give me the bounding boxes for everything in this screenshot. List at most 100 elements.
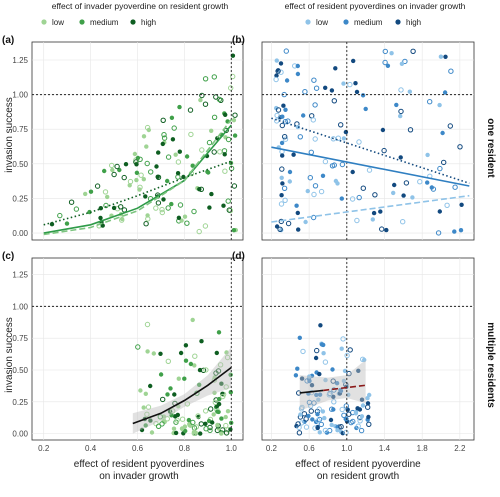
data-point [282,136,289,142]
data-point [394,102,399,108]
y-tick-label: 1.25 [12,271,28,280]
data-point [49,222,55,227]
data-point [165,392,170,397]
data-point [184,154,190,159]
data-point [331,394,336,399]
data-point [370,217,375,222]
data-point [341,81,346,86]
data-point [315,412,320,417]
data-point [305,188,310,194]
data-point [279,122,285,129]
data-point [342,368,348,374]
data-point [198,97,203,103]
data-point [184,401,191,407]
panel-b: (b) [232,35,475,241]
data-point [295,63,300,69]
data-point [159,209,166,216]
data-point [231,118,237,123]
data-point [138,172,144,178]
fit-line-solid [132,366,232,425]
data-point [232,112,238,118]
data-point [216,96,223,103]
data-point [318,421,324,428]
data-point [230,73,236,80]
data-point [230,53,236,58]
data-point [458,228,464,233]
data-point [197,367,203,373]
y-tick-label: 0.25 [12,194,28,203]
panel-frame [261,257,475,441]
data-point [57,212,63,219]
data-point [323,377,328,383]
data-point [359,414,365,419]
legend-dot-medium [79,19,85,25]
panels: (a) 0.00 0.25 0.50 0.75 1.00 1.25 (b) (c) 0.00 0.2… [2,35,475,453]
data-point [165,205,171,211]
data-point [148,418,153,423]
data-point [188,131,194,138]
data-point [98,206,104,211]
legend-invader: effect of invader pyoverdine on resident… [41,1,229,27]
data-point [295,421,301,427]
data-point [344,352,350,359]
data-point [389,51,394,56]
data-point [366,421,372,427]
data-point [192,363,197,368]
data-point [447,123,453,129]
data-point [279,140,285,146]
data-point [143,221,149,227]
data-point [347,81,353,88]
data-point [294,423,299,429]
y-tick-label: 1.25 [12,56,28,65]
data-point [195,413,201,419]
data-point [280,153,285,158]
data-point [165,358,172,364]
panel-label: (a) [2,35,14,46]
data-point [379,226,385,232]
data-point [282,197,288,204]
data-point [139,427,145,433]
x-tick-label: 0.8 [179,444,191,453]
y-tick-label: 0.50 [12,366,28,375]
data-point [73,206,80,212]
data-point [171,426,177,431]
data-point [338,122,344,128]
data-point [359,397,365,402]
data-point [417,179,423,185]
data-point [171,125,177,131]
data-point [127,178,134,185]
data-point [278,69,284,75]
data-point [191,429,197,435]
data-point [343,403,349,409]
data-point [192,353,198,359]
data-point [123,162,129,167]
data-point [158,372,164,377]
panel-label: (c) [2,251,14,262]
data-point [340,336,346,342]
data-point [98,215,103,221]
data-point [317,430,322,435]
data-point [360,356,366,362]
panel-d: (d) 0.2 0.6 1.0 1.4 1.8 2.2 [232,251,475,453]
data-point [231,228,237,233]
data-point [329,163,336,169]
legend-label-medium: medium [354,18,383,27]
data-point [459,202,464,207]
data-point [143,423,148,428]
data-point [211,149,217,155]
data-point [382,48,388,55]
data-point [341,412,347,418]
data-point [214,350,219,356]
data-point [212,390,217,395]
legend-label-high: high [406,18,421,27]
data-point [183,428,188,434]
data-point [435,230,442,236]
data-point [179,416,186,422]
data-point [307,175,313,181]
data-point [94,183,101,189]
data-point [398,155,403,160]
data-point [303,219,308,225]
legend-label-high: high [141,18,156,27]
data-point [322,415,327,421]
data-point [224,350,229,355]
